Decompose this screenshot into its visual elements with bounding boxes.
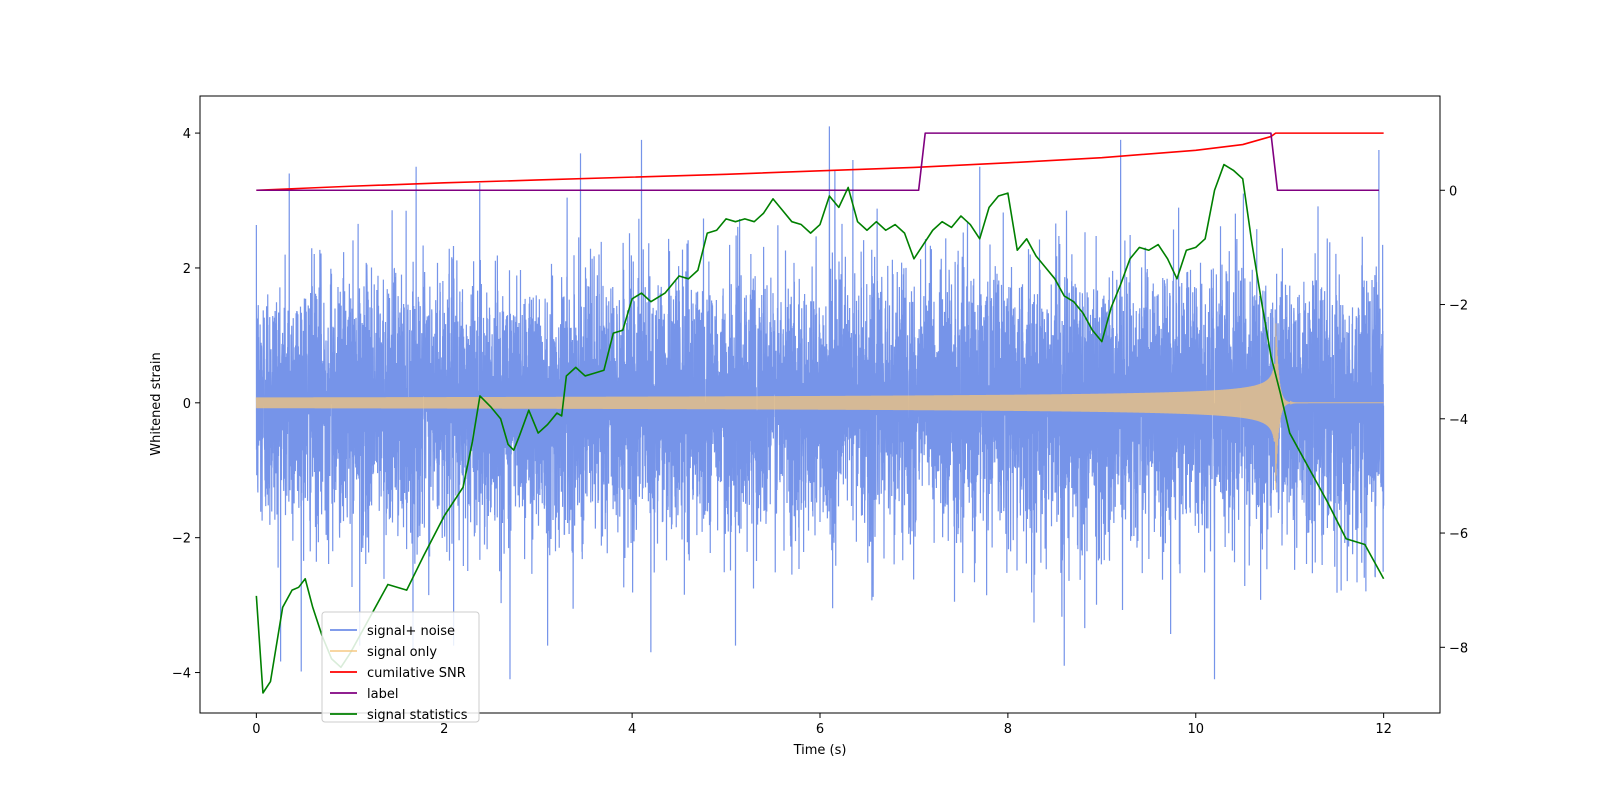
x-axis-label: Time (s) (793, 743, 847, 758)
y-tick-label: −4 (172, 667, 191, 682)
x-tick-label: 6 (816, 722, 824, 737)
series-line-cumilative-snr (256, 132, 1384, 192)
x-tick-label: 10 (1187, 722, 1204, 737)
legend-label-signal-statistics: signal statistics (367, 708, 468, 723)
legend-label-signal-noise: signal+ noise (367, 624, 455, 639)
series-layer (255, 126, 1385, 694)
legend-label-cumilative-snr: cumilative SNR (367, 666, 466, 681)
y2-tick-label: −6 (1449, 527, 1468, 542)
x-tick-label: 2 (440, 722, 448, 737)
series-line-signal-noise (255, 126, 1385, 680)
y2-tick-label: 0 (1449, 184, 1457, 199)
legend-label-label: label (367, 687, 398, 702)
x-tick-label: 12 (1375, 722, 1392, 737)
series-line-signal-only (255, 323, 1384, 490)
series-line-signal-statistics (255, 163, 1385, 694)
y2-tick-label: −8 (1449, 641, 1468, 656)
y-axis-label: Whitened strain (149, 352, 164, 455)
y-tick-label: 0 (183, 397, 191, 412)
y-tick-label: 4 (183, 127, 191, 142)
y2-tick-label: −4 (1449, 413, 1468, 428)
x-tick-label: 0 (252, 722, 260, 737)
x-tick-label: 4 (628, 722, 636, 737)
y-tick-label: −2 (172, 532, 191, 547)
x-tick-label: 8 (1004, 722, 1012, 737)
y2-tick-label: −2 (1449, 299, 1468, 314)
axis-layer: 0 2 4 6 8 10 12 −4 −2 0 2 4 −8 −6 −4 −2 0 (172, 127, 1468, 737)
series-line-label (256, 132, 1379, 192)
y-tick-label: 2 (183, 262, 191, 277)
legend-label-signal-only: signal only (367, 645, 437, 660)
legend-box (321, 611, 480, 723)
legend: signal+ noise signal only cumilative SNR la… (321, 611, 480, 723)
